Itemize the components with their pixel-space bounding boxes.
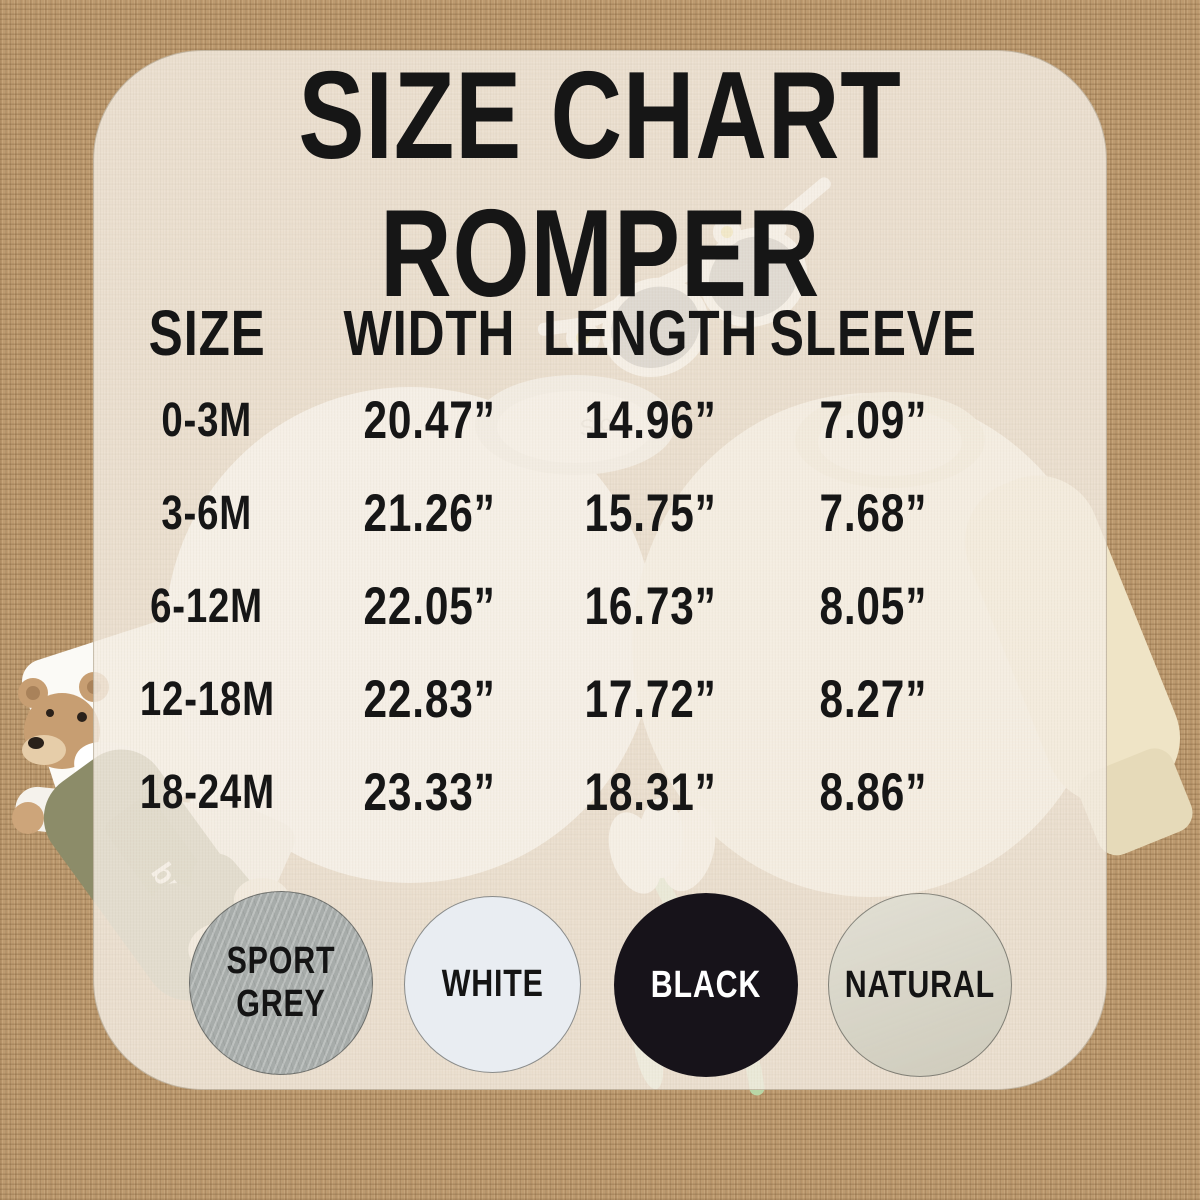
- width-value: 23.33”: [363, 763, 496, 822]
- title-line-2: ROMPER: [379, 185, 821, 323]
- width-value: 21.26”: [363, 484, 496, 543]
- length-value: 17.72”: [584, 670, 717, 729]
- size-table: SIZE WIDTH LENGTH SLEEVE 0-3M 20.47” 14.…: [93, 292, 1107, 839]
- row-label: 3-6M: [161, 487, 253, 540]
- table-row: 3-6M 21.26” 15.75” 7.68”: [93, 467, 1107, 560]
- table-row: 0-3M 20.47” 14.96” 7.09”: [93, 374, 1107, 467]
- table-header-row: SIZE WIDTH LENGTH SLEEVE: [93, 292, 1107, 374]
- row-label: 12-18M: [139, 673, 275, 726]
- width-value: 22.05”: [363, 577, 496, 636]
- width-value: 22.83”: [363, 670, 496, 729]
- table-row: 12-18M 22.83” 17.72” 8.27”: [93, 653, 1107, 746]
- length-value: 18.31”: [584, 763, 717, 822]
- length-value: 15.75”: [584, 484, 717, 543]
- sleeve-value: 8.27”: [819, 670, 927, 729]
- row-label: 0-3M: [161, 394, 253, 447]
- size-chart-content: SIZE CHART ROMPER SIZE WIDTH LENGTH SLEE…: [93, 50, 1107, 1090]
- table-row: 18-24M 23.33” 18.31” 8.86”: [93, 746, 1107, 839]
- width-value: 20.47”: [363, 391, 496, 450]
- length-value: 16.73”: [584, 577, 717, 636]
- column-header-sleeve: SLEEVE: [769, 297, 977, 369]
- sleeve-value: 7.09”: [819, 391, 927, 450]
- row-label: 18-24M: [139, 766, 275, 819]
- row-label: 6-12M: [150, 580, 264, 633]
- sleeve-value: 8.05”: [819, 577, 927, 636]
- sleeve-value: 7.68”: [819, 484, 927, 543]
- table-row: 6-12M 22.05” 16.73” 8.05”: [93, 560, 1107, 653]
- column-header-width: WIDTH: [343, 297, 516, 369]
- page-title: SIZE CHART ROMPER: [93, 47, 1107, 342]
- column-header-size: SIZE: [148, 297, 266, 369]
- title-line-1: SIZE CHART: [298, 47, 902, 185]
- column-header-length: LENGTH: [543, 297, 759, 369]
- sleeve-value: 8.86”: [819, 763, 927, 822]
- length-value: 14.96”: [584, 391, 717, 450]
